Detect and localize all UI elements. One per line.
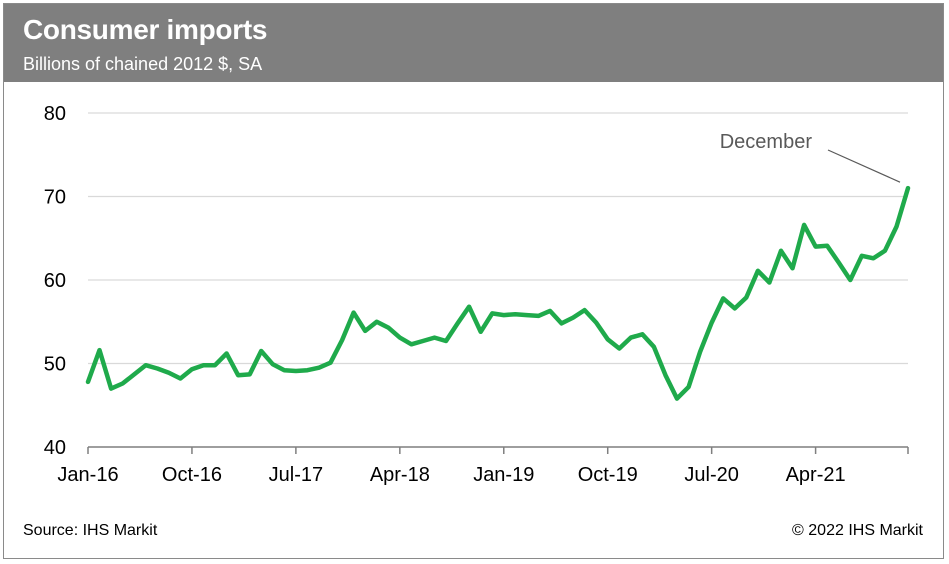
x-tick-label: Jul-20 xyxy=(684,464,738,486)
x-tick-label: Jul-17 xyxy=(269,464,323,486)
x-tick-label: Apr-21 xyxy=(786,464,846,486)
chart-title: Consumer imports xyxy=(23,14,268,45)
copyright-note: © 2022 IHS Markit xyxy=(792,522,923,539)
x-tick-label: Oct-19 xyxy=(578,464,638,486)
x-tick-label: Oct-16 xyxy=(162,464,222,486)
y-tick-label: 60 xyxy=(44,270,66,292)
series-line-consumer-imports xyxy=(85,185,911,401)
annotation-leader-line xyxy=(827,149,901,183)
annotation-label: December xyxy=(720,131,813,153)
x-tick-label: Jan-16 xyxy=(57,464,118,486)
source-note: Source: IHS Markit xyxy=(23,522,158,539)
y-tick-label: 50 xyxy=(44,354,66,376)
x-tick-label: Apr-18 xyxy=(370,464,430,486)
chart-header: Consumer imports Billions of chained 201… xyxy=(4,4,943,82)
x-tick-label: Jan-19 xyxy=(473,464,534,486)
y-tick-label: 40 xyxy=(44,437,66,459)
chart-frame: Consumer imports Billions of chained 201… xyxy=(3,3,944,559)
y-tick-label: 80 xyxy=(44,103,66,125)
y-tick-label: 70 xyxy=(44,187,66,209)
chart-subtitle: Billions of chained 2012 $, SA xyxy=(23,54,263,74)
